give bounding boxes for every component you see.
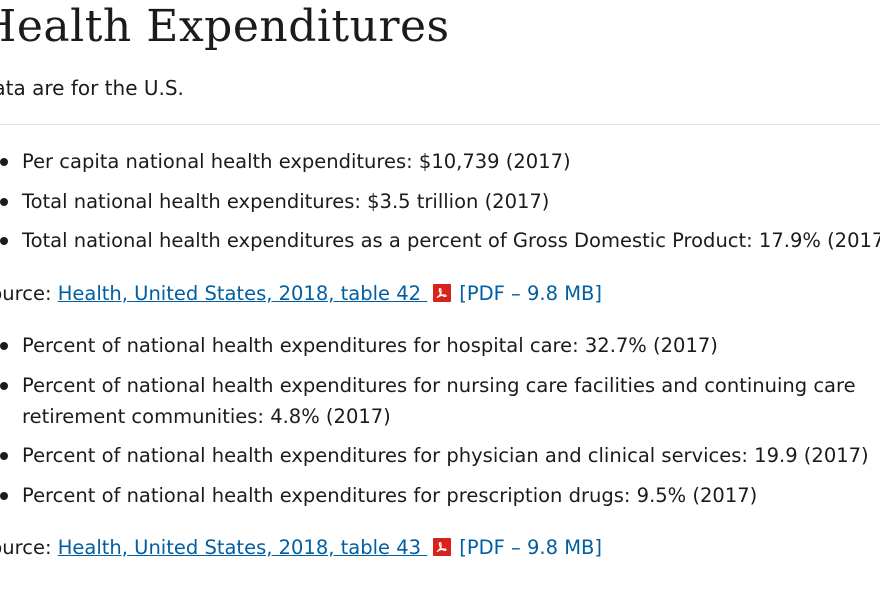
pdf-file-icon xyxy=(433,535,452,565)
source-link[interactable]: Health, United States, 2018, table 42 xyxy=(57,282,428,305)
bullet xyxy=(0,237,8,245)
list-item-text: Per capita national health expenditures:… xyxy=(22,150,571,173)
divider xyxy=(0,124,880,125)
list-item: Percent of national health expenditures … xyxy=(0,370,880,432)
bullet xyxy=(0,342,8,350)
list-item-text: Percent of national health expenditures … xyxy=(22,373,856,428)
pdf-size-label: [PDF – 9.8 MB] xyxy=(459,536,603,559)
bullet xyxy=(0,158,8,166)
expenditure-totals-list: Per capita national health expenditures:… xyxy=(0,146,880,265)
page-subtitle: Data are for the U.S. xyxy=(0,76,184,100)
page-title: Health Expenditures xyxy=(0,1,450,52)
list-item-text: Percent of national health expenditures … xyxy=(22,444,869,467)
source-line: Source: Health, United States, 2018, tab… xyxy=(0,279,602,311)
list-item: Total national health expenditures as a … xyxy=(0,225,880,256)
source-link[interactable]: Health, United States, 2018, table 43 xyxy=(57,536,428,559)
expenditure-percent-list: Percent of national health expenditures … xyxy=(0,330,880,519)
pdf-size-label: [PDF – 9.8 MB] xyxy=(459,282,603,305)
list-item: Percent of national health expenditures … xyxy=(0,330,880,361)
list-item-text: Percent of national health expenditures … xyxy=(22,483,758,507)
list-item: Per capita national health expenditures:… xyxy=(0,146,880,177)
list-item: Percent of national health expenditures … xyxy=(0,480,880,511)
list-item: Percent of national health expenditures … xyxy=(0,440,880,471)
list-item-text: Total national health expenditures: $3.5… xyxy=(22,189,550,213)
bullet xyxy=(0,381,8,390)
source-prefix: Source: xyxy=(0,536,52,559)
list-item: Total national health expenditures: $3.5… xyxy=(0,186,880,217)
bullet xyxy=(0,452,8,460)
list-item-text: Total national health expenditures as a … xyxy=(22,229,880,252)
list-item-text: Percent of national health expenditures … xyxy=(22,334,718,357)
source-prefix: Source: xyxy=(0,282,52,305)
pdf-file-icon xyxy=(433,281,452,311)
bullet xyxy=(0,197,8,206)
source-line: Source: Health, United States, 2018, tab… xyxy=(0,533,602,565)
bullet xyxy=(0,491,8,500)
